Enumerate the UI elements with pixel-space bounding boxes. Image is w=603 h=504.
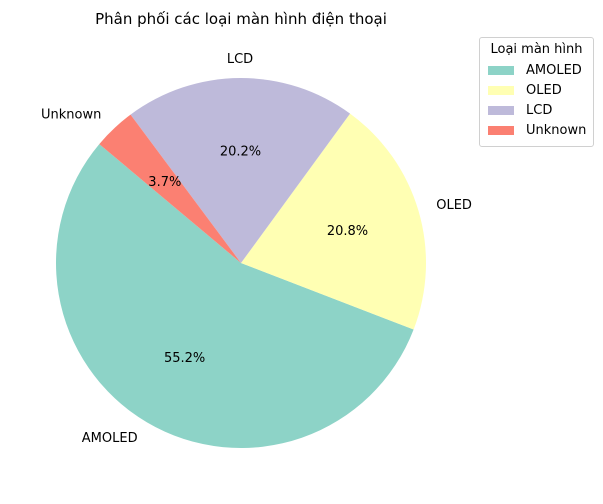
category-label-lcd: LCD [227, 52, 253, 67]
pct-label-oled: 20.8% [327, 224, 368, 239]
legend-swatch-unknown [488, 125, 514, 135]
legend-swatch-lcd [488, 105, 514, 115]
legend-item-amoled: AMOLED [480, 60, 593, 80]
legend-label-unknown: Unknown [526, 122, 587, 138]
legend-title: Loại màn hình [490, 42, 583, 57]
legend-item-oled: OLED [480, 80, 593, 100]
legend-label-oled: OLED [526, 82, 562, 98]
legend-item-lcd: LCD [480, 100, 593, 120]
pie-slice-lcd [130, 77, 351, 263]
legend-swatch-oled [488, 85, 514, 95]
pie-slice-unknown [99, 114, 242, 263]
category-label-oled: OLED [436, 198, 472, 213]
legend-label-amoled: AMOLED [526, 62, 582, 78]
pct-label-amoled: 55.2% [164, 351, 205, 366]
pie-slice-amoled [56, 144, 414, 449]
legend: Loại màn hình AMOLED OLED LCD Unknown [479, 37, 594, 147]
chart-title: Phân phối các loại màn hình điện thoại [95, 10, 387, 28]
category-label-unknown: Unknown [41, 107, 101, 122]
legend-item-unknown: Unknown [480, 120, 593, 140]
pct-label-lcd: 20.2% [220, 145, 261, 160]
legend-label-lcd: LCD [526, 102, 553, 118]
pie-slice-oled [241, 113, 426, 330]
legend-swatch-amoled [488, 65, 514, 75]
category-label-amoled: AMOLED [82, 431, 138, 446]
pct-label-unknown: 3.7% [148, 175, 181, 190]
